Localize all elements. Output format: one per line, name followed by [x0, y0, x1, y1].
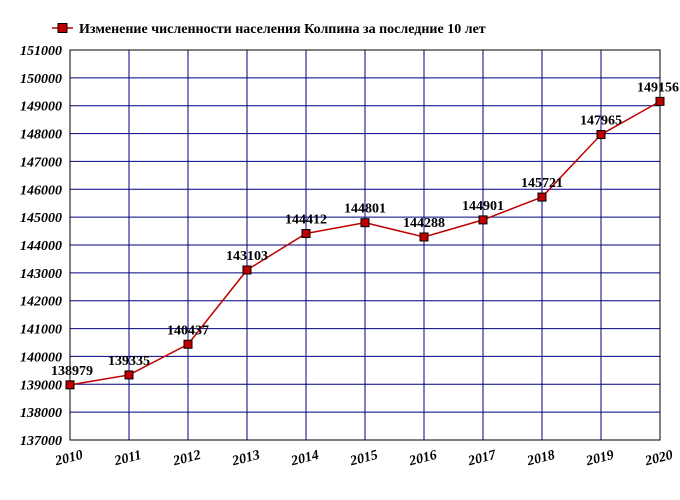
data-label: 144412 — [285, 213, 327, 228]
data-label: 138979 — [51, 364, 93, 379]
data-label: 139335 — [108, 354, 150, 369]
data-label: 144801 — [344, 202, 386, 217]
svg-text:148000: 148000 — [20, 128, 62, 143]
svg-text:142000: 142000 — [20, 295, 62, 310]
data-point — [302, 230, 310, 238]
svg-text:145000: 145000 — [20, 211, 62, 226]
data-point — [538, 193, 546, 201]
svg-text:143000: 143000 — [20, 267, 62, 282]
data-point — [243, 266, 251, 274]
data-point — [184, 340, 192, 348]
legend-marker — [58, 24, 67, 33]
data-label: 145721 — [521, 176, 563, 191]
data-label: 140437 — [167, 323, 209, 338]
svg-text:139000: 139000 — [20, 378, 62, 393]
svg-text:147000: 147000 — [20, 155, 62, 170]
legend-label: Изменение численности населения Колпина … — [79, 22, 486, 37]
data-label: 143103 — [226, 249, 268, 264]
data-label: 147965 — [580, 114, 622, 129]
svg-text:151000: 151000 — [20, 44, 62, 59]
data-point — [656, 97, 664, 105]
svg-text:141000: 141000 — [20, 323, 62, 338]
data-point — [597, 131, 605, 139]
svg-text:137000: 137000 — [20, 434, 62, 449]
data-label: 149156 — [637, 80, 679, 95]
svg-text:146000: 146000 — [20, 183, 62, 198]
svg-text:149000: 149000 — [20, 100, 62, 115]
svg-text:138000: 138000 — [20, 406, 62, 421]
svg-text:150000: 150000 — [20, 72, 62, 87]
data-point — [361, 219, 369, 227]
data-label: 144288 — [403, 216, 445, 231]
data-point — [125, 371, 133, 379]
data-label: 144901 — [462, 199, 504, 214]
data-point — [479, 216, 487, 224]
population-line-chart: 1370001380001390001400001410001420001430… — [0, 0, 680, 500]
data-point — [66, 381, 74, 389]
svg-text:144000: 144000 — [20, 239, 62, 254]
data-point — [420, 233, 428, 241]
